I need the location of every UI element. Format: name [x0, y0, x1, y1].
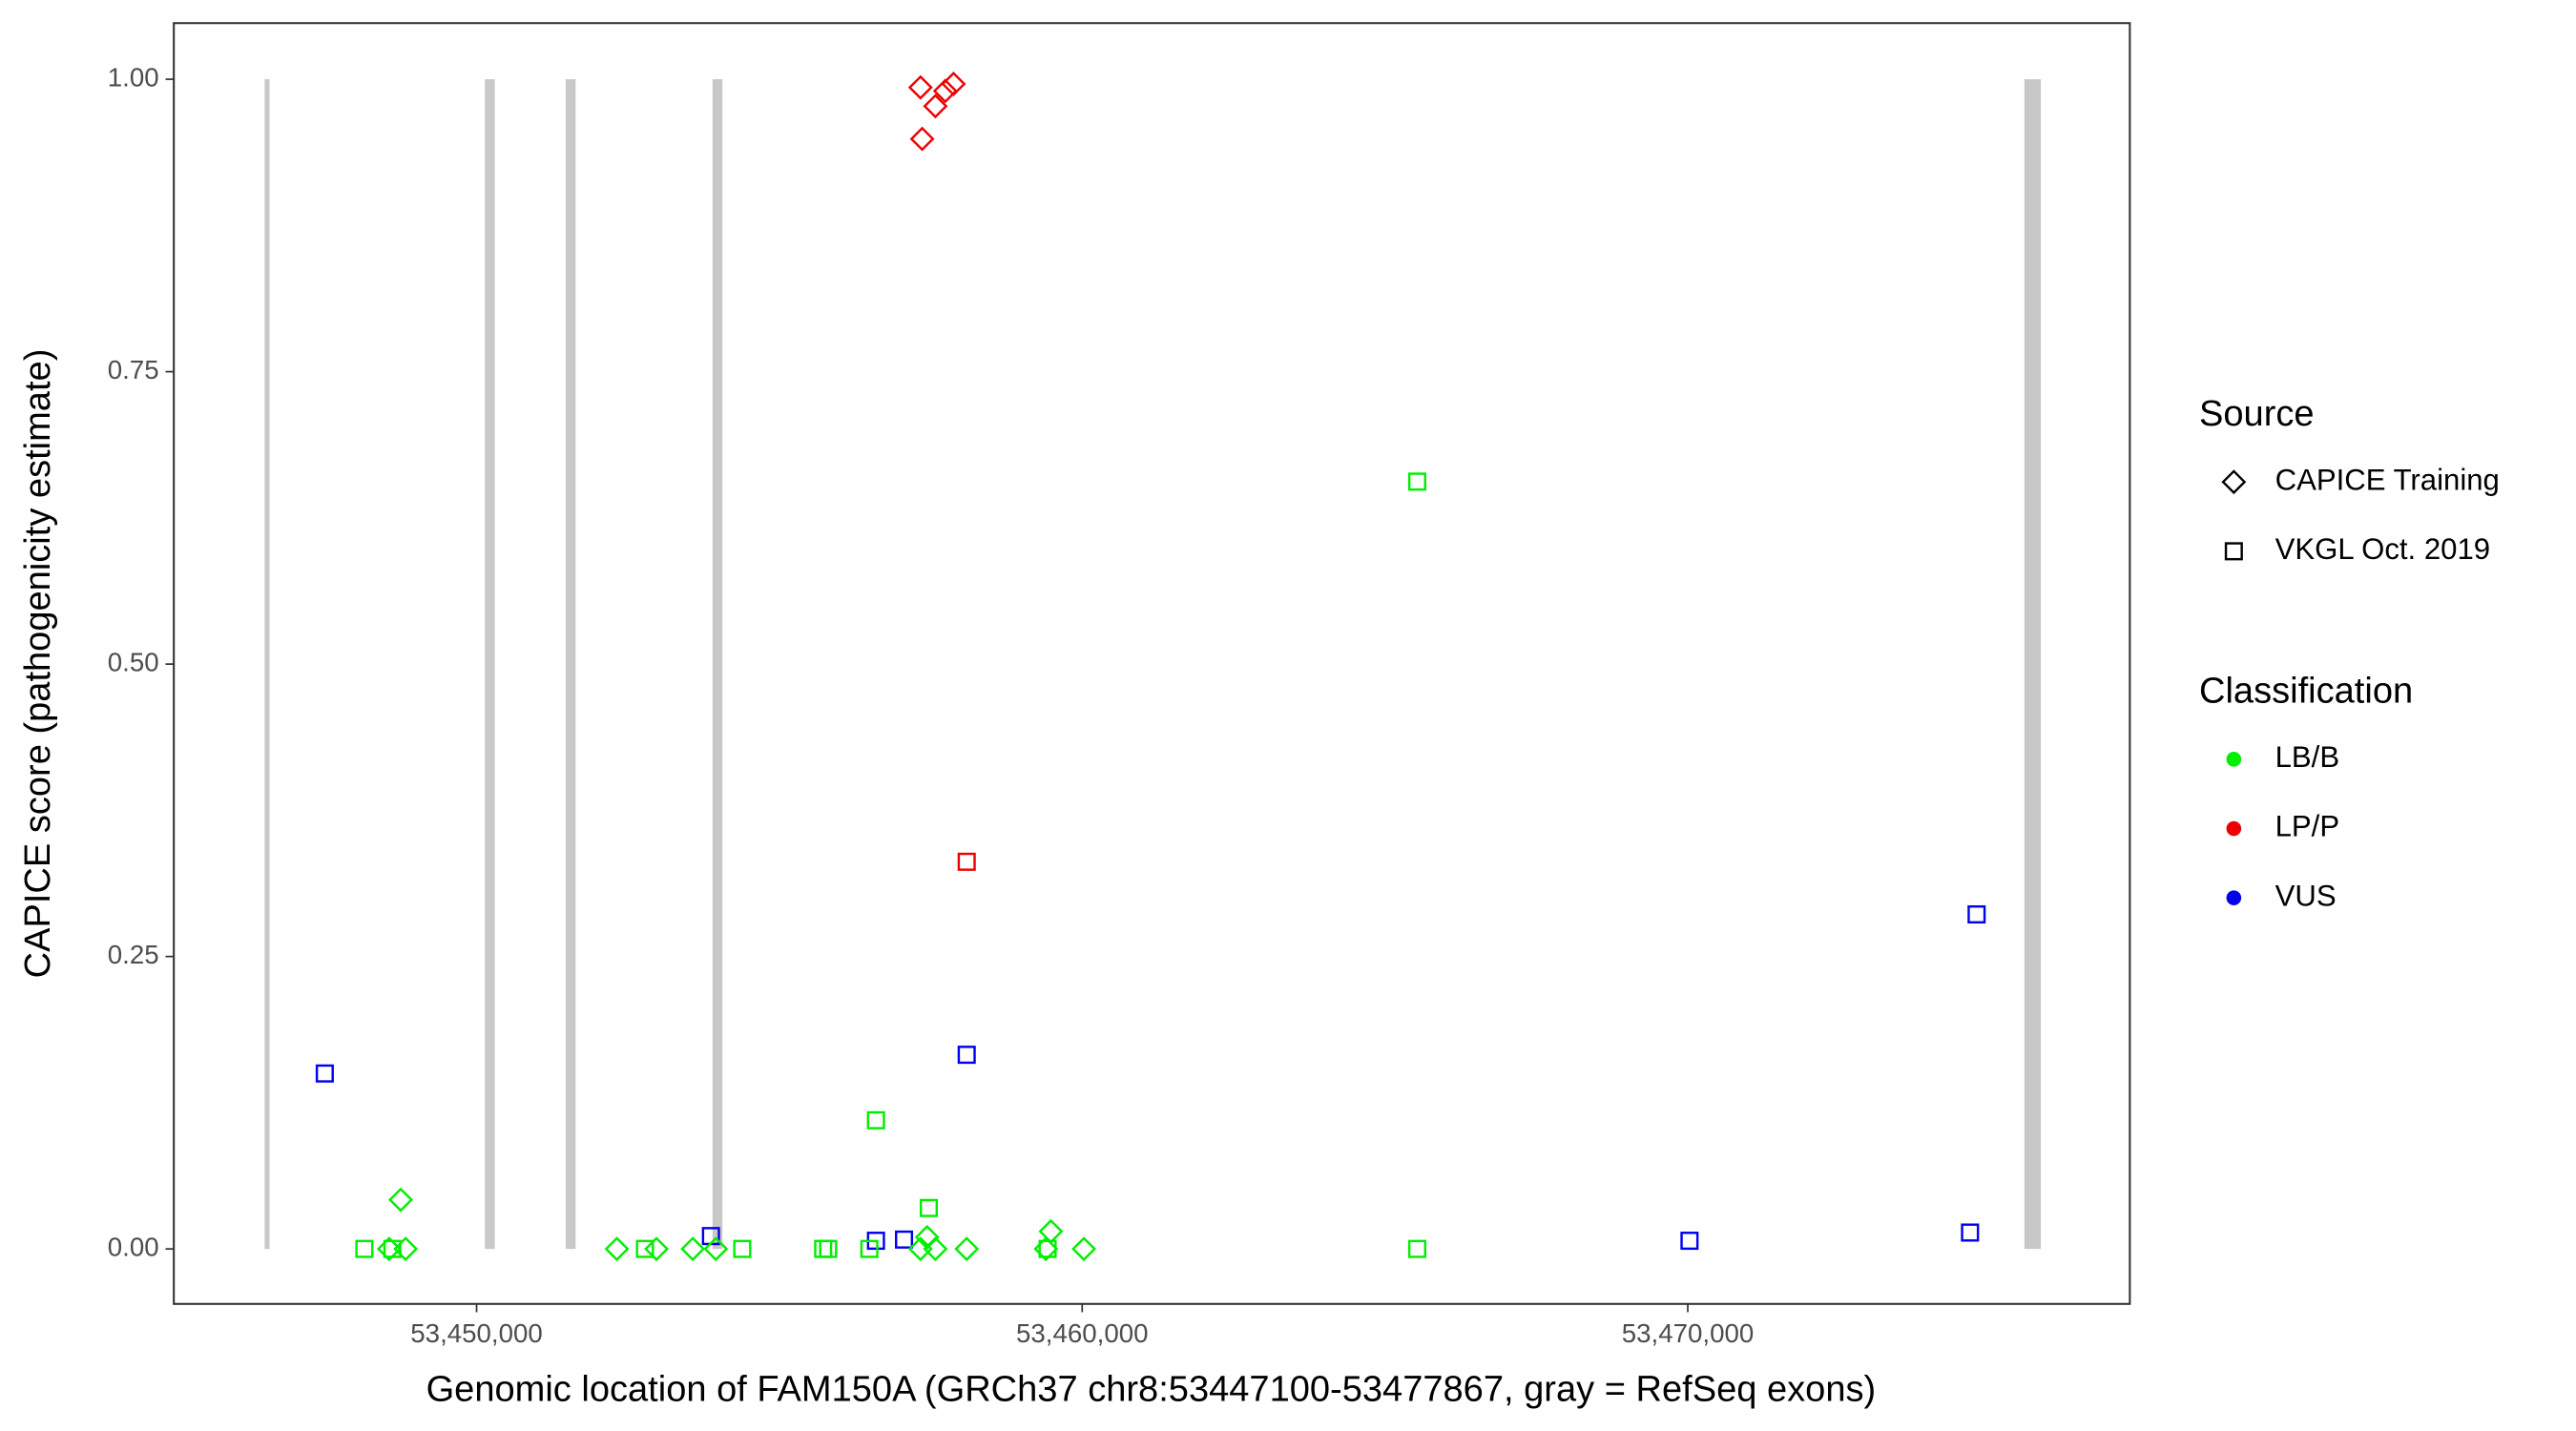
legend-title: Classification [2199, 672, 2413, 712]
legend-label: CAPICE Training [2275, 463, 2500, 496]
point [388, 1187, 413, 1213]
legend-label: LP/P [2275, 810, 2339, 843]
point [954, 1236, 980, 1262]
x-tick-label: 53,470,000 [1622, 1318, 1755, 1348]
legend-key [2224, 542, 2243, 561]
point [604, 1236, 630, 1262]
point [923, 93, 948, 119]
point [907, 74, 933, 100]
x-axis-title: Genomic location of FAM150A (GRCh37 chr8… [426, 1370, 1877, 1410]
point [315, 1064, 334, 1083]
x-tick-label: 53,460,000 [1016, 1318, 1149, 1348]
point [919, 1198, 939, 1217]
point [932, 78, 958, 104]
exon [2024, 79, 2042, 1250]
point [703, 1236, 729, 1262]
point [957, 1046, 976, 1065]
legend-key [2226, 890, 2242, 905]
point [860, 1239, 879, 1258]
point [1967, 904, 1986, 924]
legend-title: Source [2199, 394, 2315, 434]
point [941, 72, 966, 96]
point [895, 1230, 914, 1249]
point [819, 1239, 838, 1258]
point [1961, 1223, 1980, 1242]
point [957, 852, 976, 871]
point [1680, 1232, 1699, 1251]
point [814, 1239, 833, 1258]
plot-border [173, 22, 2131, 1305]
point [644, 1236, 670, 1262]
point [866, 1110, 885, 1130]
y-tick-label: 0.25 [108, 940, 159, 969]
point [383, 1239, 402, 1258]
y-tick-label: 1.00 [108, 62, 159, 92]
legend-key [2221, 469, 2247, 495]
y-tick-label: 0.00 [108, 1232, 159, 1261]
y-tick-label: 0.75 [108, 355, 159, 384]
point [1407, 472, 1426, 491]
point [923, 1236, 948, 1262]
legend-label: VUS [2275, 879, 2337, 912]
y-tick-label: 0.50 [108, 647, 159, 676]
exon [264, 79, 270, 1250]
exon [565, 79, 576, 1250]
point [909, 126, 935, 152]
point [376, 1236, 402, 1262]
point [1071, 1236, 1097, 1262]
point [733, 1239, 752, 1258]
legend-label: VKGL Oct. 2019 [2275, 532, 2491, 566]
point [393, 1236, 419, 1262]
point [635, 1239, 654, 1258]
point [1407, 1239, 1426, 1258]
point [1033, 1236, 1059, 1262]
x-tick-label: 53,450,000 [410, 1318, 543, 1348]
exon [712, 79, 723, 1250]
point [1038, 1218, 1064, 1244]
legend-label: LB/B [2275, 740, 2339, 774]
legend-key [2226, 752, 2242, 767]
legend-key [2226, 820, 2242, 837]
y-axis-title: CAPICE score (pathogenicity estimate) [18, 349, 58, 979]
exon [485, 79, 495, 1250]
point [680, 1236, 706, 1262]
point [355, 1239, 374, 1258]
